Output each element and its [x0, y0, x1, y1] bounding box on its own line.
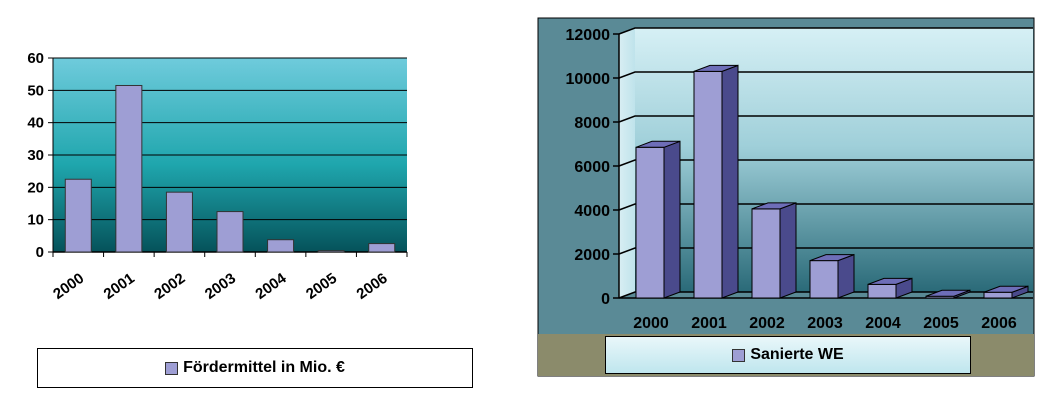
x-tick-label: 2001	[691, 315, 727, 332]
x-tick-label: 2003	[202, 270, 239, 303]
x-tick-label: 2006	[981, 315, 1017, 332]
legend-foerdermittel: Fördermittel in Mio. €	[37, 348, 473, 388]
x-tick-label: 2000	[50, 270, 87, 303]
y-tick-label: 10000	[566, 71, 611, 88]
bar-front	[983, 291, 1013, 299]
x-tick-label: 2004	[252, 269, 290, 302]
x-tick-label: 2003	[807, 315, 843, 332]
chart-sanierte-we-svg: 0 2000 4000 6000 8000 10000 12000 2000 2001 2002 2…	[537, 17, 1035, 377]
bar-top	[751, 202, 797, 210]
legend-label-sanierte-we: Sanierte WE	[750, 346, 844, 363]
bar-front	[867, 283, 897, 299]
bar	[267, 239, 295, 253]
gridline	[618, 247, 1033, 255]
bar-front	[751, 208, 781, 299]
bar	[115, 84, 143, 253]
bar	[368, 243, 396, 253]
bar-top	[925, 289, 971, 297]
bar-top	[809, 254, 855, 262]
y-tick-label: 40	[27, 115, 44, 132]
y-tick-label: 0	[601, 291, 610, 308]
x-tick-label: 2005	[923, 315, 959, 332]
legend-label-foerdermittel: Fördermittel in Mio. €	[183, 359, 345, 376]
bar-front	[809, 260, 839, 299]
bar-side	[837, 253, 855, 299]
bar-side	[663, 140, 681, 299]
chart-sanierte-we: 0 2000 4000 6000 8000 10000 12000 2000 2001 2002 2…	[520, 0, 1037, 390]
x-tick-label: 2006	[354, 270, 391, 303]
gridline	[618, 203, 1033, 211]
bar-top	[693, 64, 739, 72]
y-tick-label: 2000	[574, 247, 610, 264]
y-tick-label: 60	[27, 50, 44, 67]
y-tick-label: 12000	[566, 27, 611, 44]
gridline	[618, 71, 1033, 79]
bar	[64, 178, 92, 253]
bar	[165, 191, 193, 253]
x-tick-label: 2002	[151, 270, 188, 303]
gridline	[618, 159, 1033, 167]
bar-top	[867, 277, 913, 285]
y-tick-label: 4000	[574, 203, 610, 220]
bar-side	[779, 202, 797, 299]
x-tick-label: 2001	[101, 270, 138, 303]
y-tick-label: 20	[27, 179, 44, 196]
y-tick-label: 8000	[574, 115, 610, 132]
x-tick-label: 2000	[633, 315, 669, 332]
legend-swatch	[732, 348, 746, 362]
bar-front	[635, 146, 665, 299]
y-tick-label: 0	[36, 244, 44, 261]
x-tick-label: 2005	[303, 270, 340, 303]
bar-top	[983, 285, 1029, 293]
chart-foerdermittel: 0 10 20 30 40 50 60 2000 2001 2002 2003 2004 2005 200…	[0, 0, 520, 390]
chart-foerdermittel-svg: 0 10 20 30 40 50 60 2000 2001 2002 2003 2004 2005 200…	[27, 50, 408, 303]
x-tick-label: 2002	[749, 315, 785, 332]
bar	[216, 211, 244, 253]
bar-top	[635, 140, 681, 148]
y-tick-label: 6000	[574, 159, 610, 176]
y-tick-label: 50	[27, 82, 44, 99]
gridline	[618, 115, 1033, 123]
legend-sanierte-we: Sanierte WE	[605, 336, 971, 374]
bar	[317, 250, 345, 253]
legend-swatch	[165, 361, 179, 375]
x-tick-label: 2004	[865, 315, 901, 332]
gridline	[618, 27, 1033, 35]
bar-front	[693, 70, 723, 299]
y-tick-label: 10	[27, 212, 44, 229]
y-tick-label: 30	[27, 147, 44, 164]
bar-side	[721, 64, 739, 299]
